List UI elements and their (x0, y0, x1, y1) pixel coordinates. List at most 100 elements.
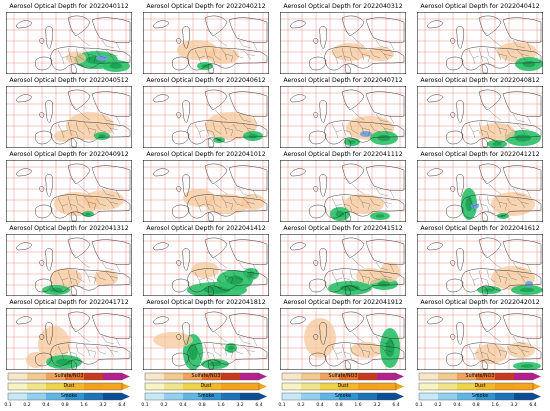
panel-title: Aerosol Optical Depth for 2022041612 (420, 225, 540, 232)
aerosol-map (417, 86, 543, 148)
panel-title: Aerosol Optical Depth for 2022041812 (146, 299, 266, 306)
dust-colorbar-extend (122, 383, 130, 390)
sulfate-colorbar-segment (103, 373, 123, 380)
map-panel: Aerosol Optical Depth for 2022040912 (2, 150, 136, 222)
map-panel: Aerosol Optical Depth for 2022040612 (139, 76, 273, 148)
smoke-colorbar-label: Smoke (471, 393, 489, 399)
colorbar-tick-label: 0.8 (472, 403, 480, 408)
colorbar-legend: Sulfate/NO3 Dust Smoke 0.1 0.2 0.4 0.8 1.6 3.2 6.… (276, 370, 410, 411)
colorbar-tick-label: 0.4 (42, 403, 50, 408)
colorbar-tick-label: 0.8 (61, 403, 69, 408)
dust-plume (475, 344, 507, 364)
dust-plume (479, 123, 515, 141)
sulfate-colorbar-extend (259, 373, 267, 380)
smoke-colorbar-extend (259, 393, 267, 400)
aerosol-map (417, 12, 543, 74)
dust-plume (26, 352, 46, 368)
smoke-plume-core (514, 134, 532, 142)
colorbar-tick-label: 0.4 (453, 403, 461, 408)
colorbar-tick-label: 6.4 (118, 403, 126, 408)
smoke-plume-core (85, 212, 91, 216)
panel-title: Aerosol Optical Depth for 2022040812 (420, 77, 540, 84)
dust-colorbar-segment (183, 383, 203, 390)
dust-colorbar-segment (377, 383, 397, 390)
dust-colorbar-segment (221, 383, 241, 390)
panel-title: Aerosol Optical Depth for 2022040312 (283, 3, 403, 10)
panel-title: Aerosol Optical Depth for 2022042012 (420, 299, 540, 306)
aerosol-map (6, 234, 132, 296)
dust-plume (344, 194, 384, 214)
colorbar-tick-label: 1.6 (217, 403, 225, 408)
dust-colorbar-segment (339, 383, 359, 390)
smoke-colorbar-segment (145, 393, 165, 400)
smoke-plume-core (348, 140, 356, 144)
smoke-plume-core (519, 287, 535, 293)
aerosol-map (417, 160, 543, 222)
panel-title: Aerosol Optical Depth for 2022041712 (9, 299, 129, 306)
panel-title: Aerosol Optical Depth for 2022040412 (420, 3, 540, 10)
smoke-colorbar-segment (84, 393, 104, 400)
colorbar-tick-label: 3.2 (99, 403, 107, 408)
smoke-plume-core (483, 288, 495, 292)
smoke-plume-core (520, 364, 534, 368)
map-panel: Aerosol Optical Depth for 2022041912 (276, 298, 410, 370)
sulfate-colorbar-segment (320, 373, 340, 380)
aerosol-map (143, 234, 269, 296)
map-panel: Aerosol Optical Depth for 2022041312 (2, 224, 136, 296)
dust-colorbar-extend (396, 383, 404, 390)
high-aod-patch (360, 131, 372, 137)
sulfate-colorbar-segment (202, 373, 222, 380)
dust-colorbar-segment (514, 383, 534, 390)
sulfate-colorbar-label: Sulfate/NO3 (54, 373, 84, 379)
sulfate-colorbar-segment (164, 373, 184, 380)
sulfate-colorbar-segment (377, 373, 397, 380)
sulfate-colorbar-segment (145, 373, 165, 380)
smoke-plume-core (248, 133, 258, 139)
colorbar-tick-label: 0.2 (23, 403, 31, 408)
smoke-colorbar-segment (202, 393, 222, 400)
map-panel: Aerosol Optical Depth for 2022041712 (2, 298, 136, 370)
dust-colorbar-extend (533, 383, 541, 390)
panel-title: Aerosol Optical Depth for 2022041512 (283, 225, 403, 232)
dust-colorbar-segment (84, 383, 104, 390)
panel-title: Aerosol Optical Depth for 2022041412 (146, 225, 266, 232)
map-panel: Aerosol Optical Depth for 2022040712 (276, 76, 410, 148)
sulfate-colorbar-segment (457, 373, 477, 380)
colorbar-tick-label: 6.4 (529, 403, 537, 408)
dust-plume (497, 42, 537, 62)
aerosol-map (417, 308, 543, 370)
colorbar-ticks: 0.1 0.2 0.4 0.8 1.6 3.2 6.4 (278, 403, 404, 411)
smoke-plume-core (228, 345, 234, 351)
panel-title: Aerosol Optical Depth for 2022040512 (9, 77, 129, 84)
smoke-plume-core (522, 60, 536, 68)
smoke-colorbar-segment (320, 393, 340, 400)
smoke-colorbar-segment (514, 393, 534, 400)
panel-title: Aerosol Optical Depth for 2022040112 (9, 3, 129, 10)
colorbar-tick-label: 0.4 (179, 403, 187, 408)
smoke-colorbar-segment (495, 393, 515, 400)
smoke-plume-core (377, 134, 391, 142)
map-panel: Aerosol Optical Depth for 2022040312 (276, 2, 410, 74)
colorbar-tick-label: 0.1 (415, 403, 423, 408)
smoke-colorbar-segment (377, 393, 397, 400)
smoke-colorbar-label: Smoke (60, 393, 78, 399)
colorbar-tick-label: 0.4 (316, 403, 324, 408)
dust-plume (94, 270, 118, 286)
aerosol-map (6, 308, 132, 370)
sulfate-colorbar-segment (240, 373, 260, 380)
colorbar-tick-label: 3.2 (510, 403, 518, 408)
colorbar-tick-label: 0.8 (335, 403, 343, 408)
colorbar-tick-label: 0.1 (4, 403, 12, 408)
colorbar-tick-label: 1.6 (354, 403, 362, 408)
panel-title: Aerosol Optical Depth for 2022040612 (146, 77, 266, 84)
smoke-colorbar-label: Smoke (197, 393, 215, 399)
dust-plume (205, 112, 257, 140)
map-panel: Aerosol Optical Depth for 2022041012 (139, 150, 273, 222)
smoke-plume-core (377, 281, 391, 287)
sulfate-colorbar-segment (84, 373, 104, 380)
panel-title: Aerosol Optical Depth for 2022040912 (9, 151, 129, 158)
sulfate-colorbar-segment (339, 373, 359, 380)
dust-colorbar-segment (438, 383, 458, 390)
colorbar-tick-label: 0.2 (434, 403, 442, 408)
dust-plume (205, 194, 249, 214)
